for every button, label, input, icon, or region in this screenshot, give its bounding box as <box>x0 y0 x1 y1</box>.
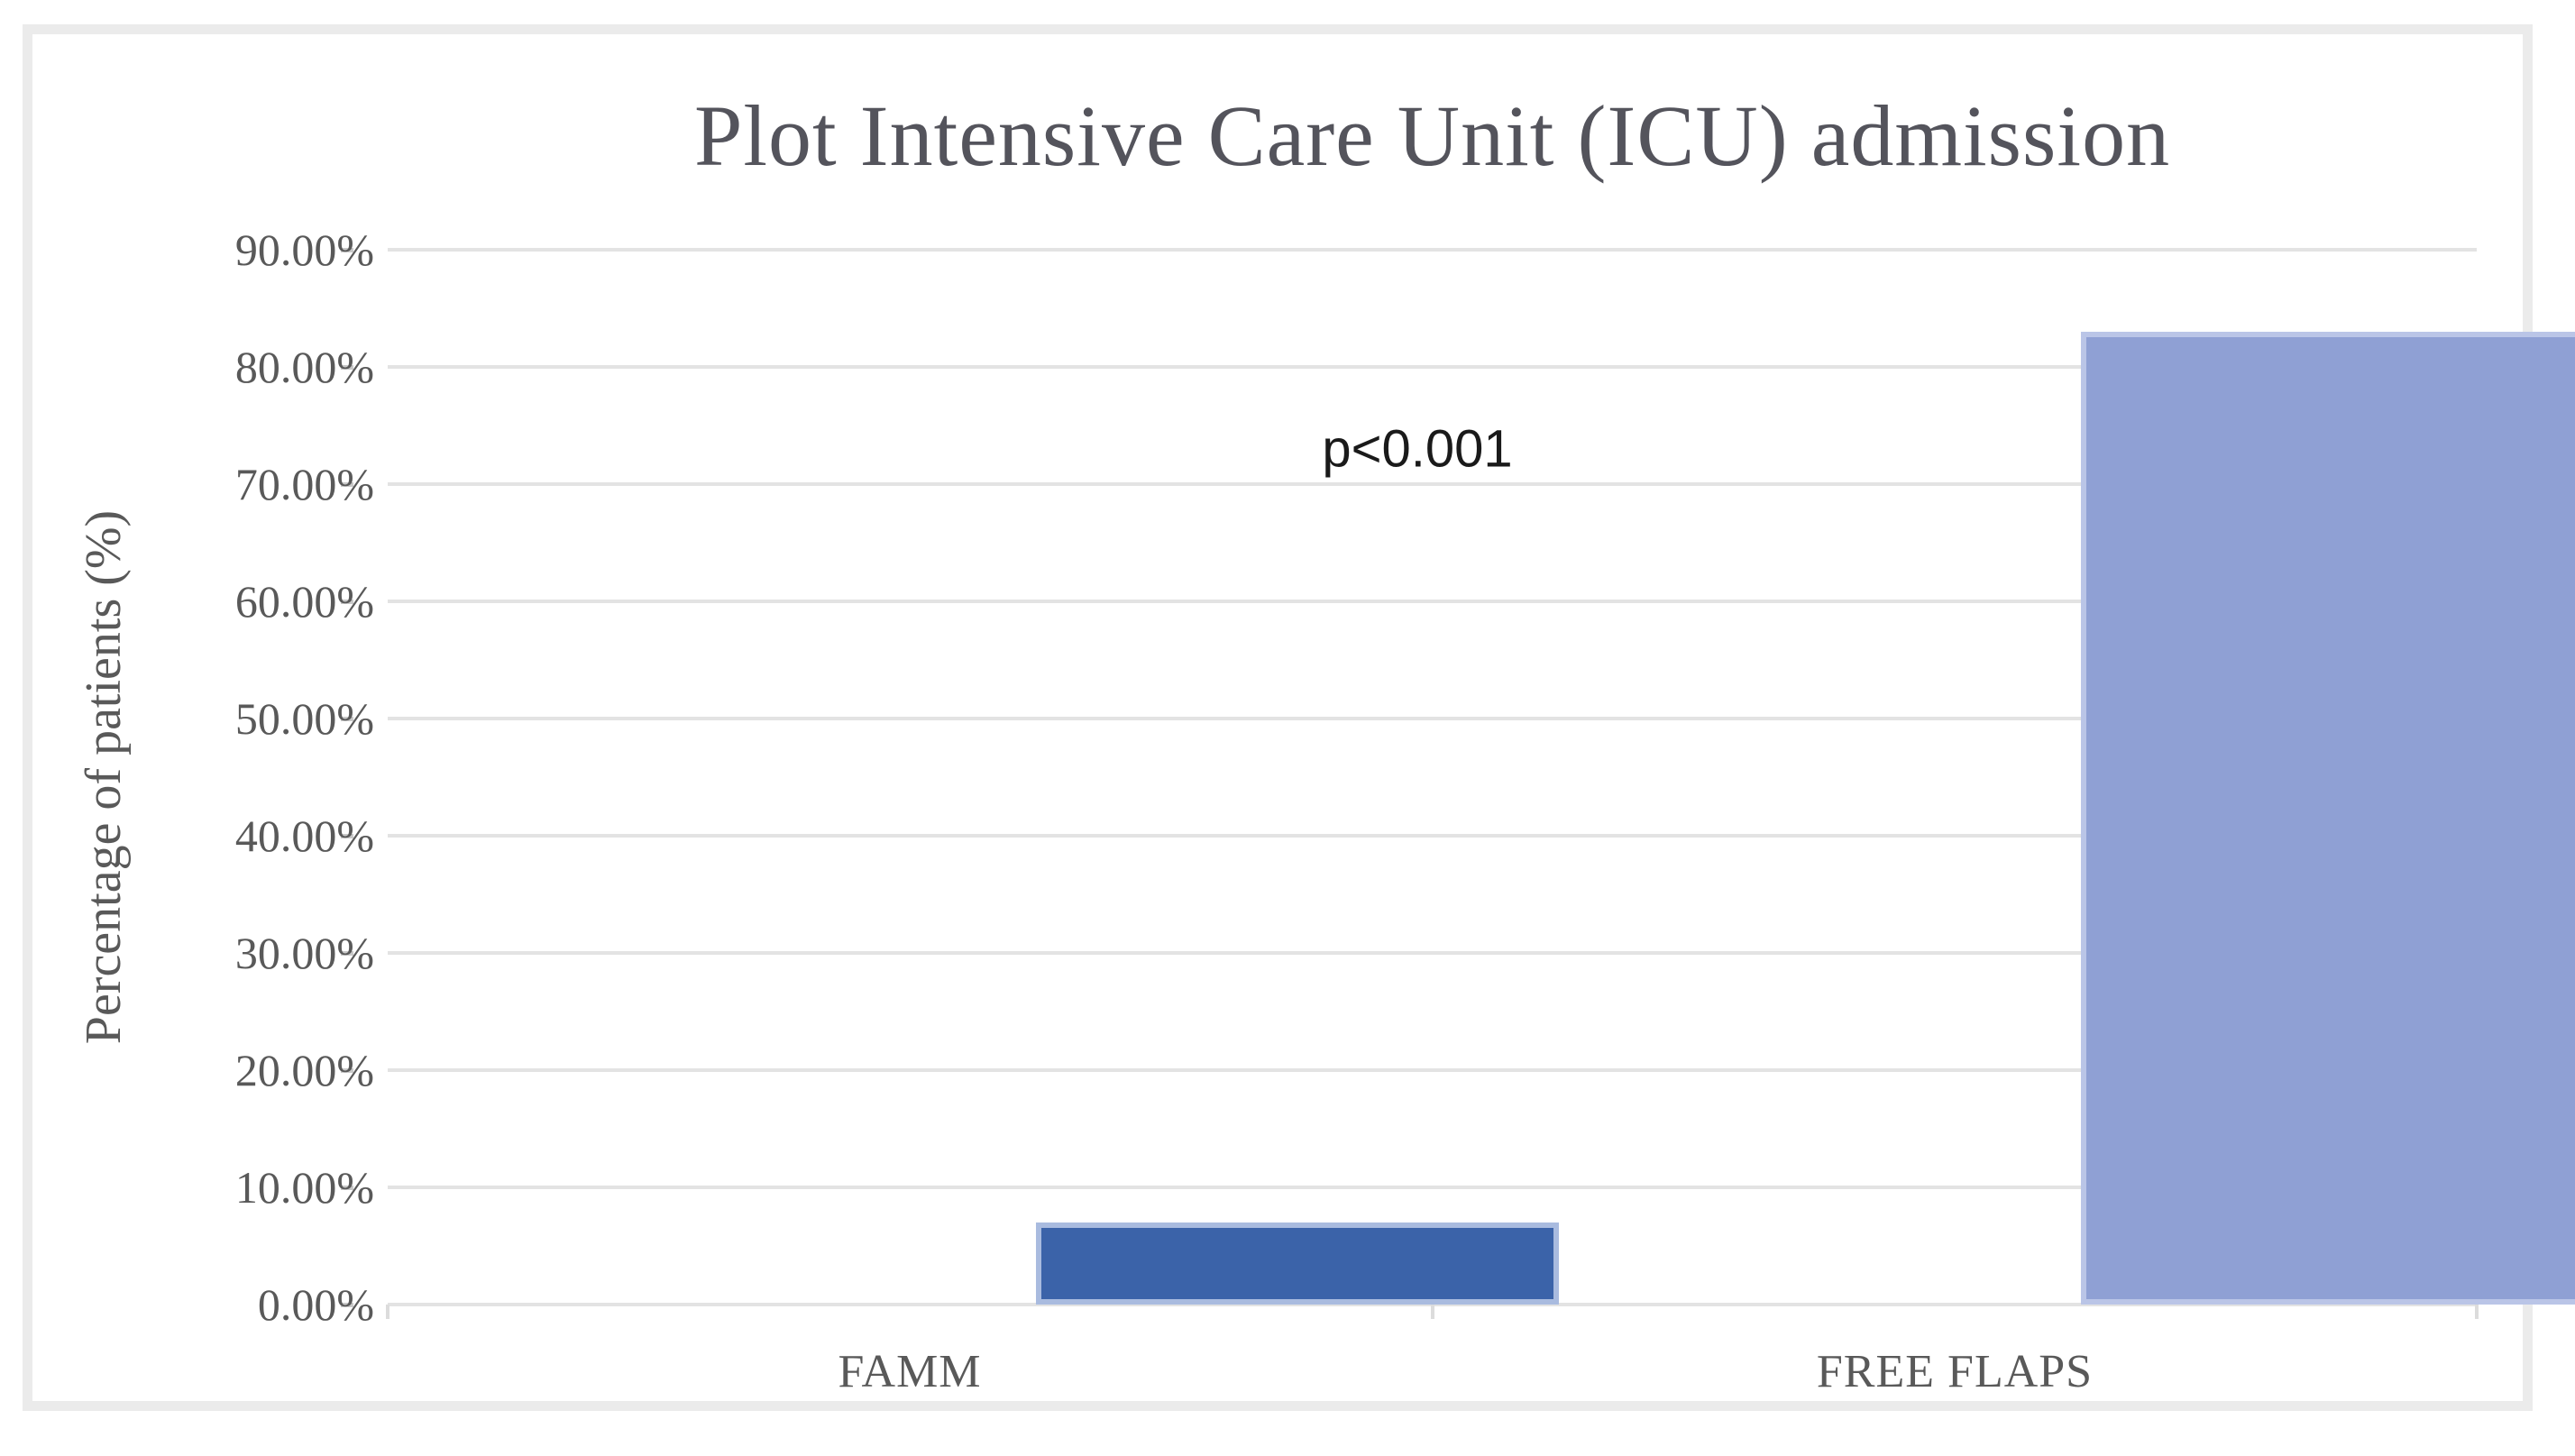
category-label: FREE FLAPS <box>1816 1346 2094 1397</box>
chart-title: Plot Intensive Care Unit (ICU) admission <box>693 87 2171 184</box>
gridline <box>388 1068 2477 1072</box>
p-value-annotation: p<0.001 <box>1322 419 1513 479</box>
y-axis-tick <box>341 248 353 252</box>
y-tick-label: 90.00% <box>234 224 374 275</box>
y-axis-tick <box>341 717 353 721</box>
x-axis-tick <box>2475 1305 2479 1319</box>
gridline <box>388 482 2477 486</box>
gridline <box>388 1186 2477 1189</box>
gridline <box>388 834 2477 838</box>
gridline <box>388 717 2477 720</box>
y-tick-label: 40.00% <box>234 810 374 861</box>
y-tick-label: 20.00% <box>234 1045 374 1095</box>
gridline <box>388 365 2477 369</box>
y-axis-tick <box>341 1186 353 1190</box>
x-axis-tick <box>386 1305 389 1319</box>
y-tick-label: 70.00% <box>234 459 374 509</box>
y-axis-title: Percentage of patients (%) <box>54 250 153 1305</box>
y-tick-label: 60.00% <box>234 576 374 627</box>
y-axis-title-text: Percentage of patients (%) <box>76 509 132 1045</box>
category-label: FAMM <box>838 1346 982 1397</box>
y-axis-tick <box>341 1303 353 1307</box>
gridline <box>388 600 2477 603</box>
bar-free-flaps <box>2081 332 2575 1305</box>
y-axis-tick <box>341 1068 353 1073</box>
y-axis-tick <box>341 951 353 956</box>
gridline <box>388 951 2477 955</box>
y-tick-label: 0.00% <box>257 1279 374 1330</box>
plot-area <box>388 248 2575 1306</box>
y-axis-tick <box>341 482 353 487</box>
y-tick-label: 10.00% <box>234 1162 374 1213</box>
y-tick-label: 30.00% <box>234 928 374 978</box>
gridline <box>388 248 2477 252</box>
y-tick-label: 50.00% <box>234 693 374 744</box>
y-axis-tick <box>341 834 353 838</box>
x-axis-tick <box>1431 1305 1434 1319</box>
y-tick-label: 80.00% <box>234 342 374 392</box>
y-axis-tick <box>341 365 353 370</box>
y-axis-tick <box>341 600 353 604</box>
bar-famm <box>1036 1222 1559 1305</box>
